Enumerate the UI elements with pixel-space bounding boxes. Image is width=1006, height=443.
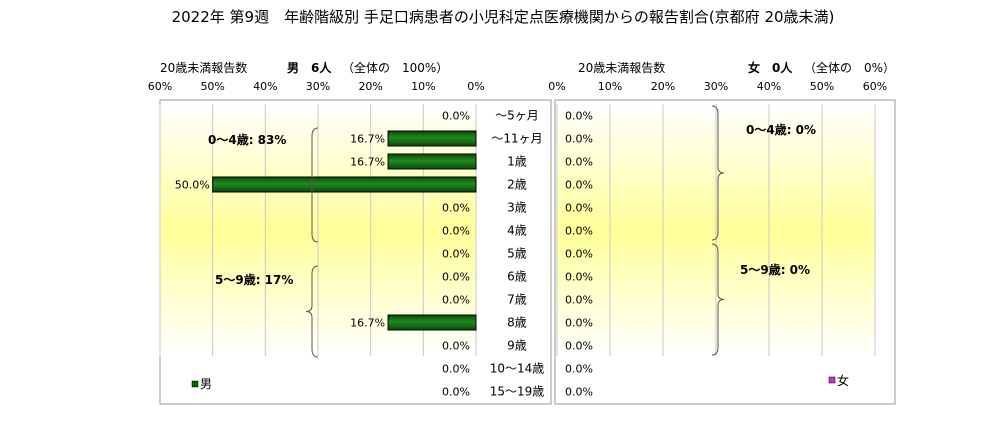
- left-header-total: （全体の 100%）: [342, 60, 448, 75]
- group-brace: [711, 105, 725, 241]
- left-x-tick-label: 30%: [306, 80, 330, 93]
- value-label-male: 16.7%: [350, 156, 385, 169]
- value-label-female: 0.0%: [565, 386, 593, 399]
- left-x-tick-label: 50%: [200, 80, 224, 93]
- left-x-tick-label: 0%: [467, 80, 484, 93]
- value-label-female: 0.0%: [565, 156, 593, 169]
- right-group-1-label: 5～9歳: 0%: [740, 262, 810, 277]
- value-label-female: 0.0%: [565, 202, 593, 215]
- bar-male: [387, 130, 477, 147]
- right-x-tick-label: 60%: [863, 80, 887, 93]
- right-x-tick-label: 20%: [651, 80, 675, 93]
- right-x-tick-label: 50%: [810, 80, 834, 93]
- category-label: ～5ヶ月: [495, 109, 539, 123]
- category-label: 7歳: [507, 293, 527, 307]
- bar-male: [387, 153, 477, 170]
- right-x-tick-label: 10%: [598, 80, 622, 93]
- right-header-count: 女 0人: [748, 60, 793, 75]
- left-x-tick-label: 10%: [411, 80, 435, 93]
- value-label-male: 0.0%: [442, 271, 470, 284]
- value-label-male: 0.0%: [442, 202, 470, 215]
- category-label: 6歳: [507, 270, 527, 284]
- right-x-tick-label: 40%: [757, 80, 781, 93]
- value-label-male: 0.0%: [442, 340, 470, 353]
- legend-male-label: 男: [200, 377, 212, 391]
- category-labels: ～5ヶ月 ～11ヶ月 1歳 2歳 3歳 4歳 5歳 6歳 7歳 8歳 9歳 10～14歳 15～19歳: [490, 109, 545, 399]
- left-x-tick-label: 60%: [148, 80, 172, 93]
- group-brace: [305, 127, 319, 243]
- category-label: ～11ヶ月: [491, 132, 542, 146]
- value-label-male: 16.7%: [350, 317, 385, 330]
- category-label: 2歳: [507, 178, 527, 192]
- value-label-female: 0.0%: [565, 294, 593, 307]
- category-label: 5歳: [507, 247, 527, 261]
- right-x-tick-label: 30%: [704, 80, 728, 93]
- category-label: 10～14歳: [490, 362, 545, 376]
- value-label-female: 0.0%: [565, 363, 593, 376]
- category-label: 15～19歳: [490, 385, 545, 399]
- category-label: 1歳: [507, 155, 527, 169]
- left-panel-male: 60% 50% 40% 30% 20% 10% 0% 0.0% 16.7% 16.7% 50.0% 0…: [148, 80, 485, 399]
- legend-female-label: 女: [837, 373, 849, 388]
- bar-male: [212, 176, 477, 193]
- group-brace: [711, 243, 725, 356]
- value-label-male: 0.0%: [442, 363, 470, 376]
- value-label-female: 0.0%: [565, 179, 593, 192]
- value-label-male: 0.0%: [442, 294, 470, 307]
- right-header-total: （全体の 0%）: [804, 60, 895, 75]
- legend-female-swatch: [828, 376, 836, 384]
- left-header-count: 男 6人: [287, 60, 332, 75]
- right-panel-female: 0% 10% 20% 30% 40% 50% 60% 0.0% 0.0% 0.0% 0.0% 0.0%…: [548, 80, 887, 399]
- left-group-1-label: 5～9歳: 17%: [215, 272, 293, 287]
- value-label-female: 0.0%: [565, 110, 593, 123]
- value-label-male: 16.7%: [350, 133, 385, 146]
- left-x-tick-label: 40%: [253, 80, 277, 93]
- group-brace: [305, 265, 319, 358]
- left-header-label: 20歳未満報告数: [160, 60, 247, 75]
- left-group-0-label: 0～4歳: 83%: [208, 132, 286, 147]
- value-label-male: 0.0%: [442, 110, 470, 123]
- value-label-female: 0.0%: [565, 340, 593, 353]
- category-label: 9歳: [507, 339, 527, 353]
- left-x-tick-label: 20%: [358, 80, 382, 93]
- bar-male: [387, 314, 477, 331]
- value-label-female: 0.0%: [565, 317, 593, 330]
- category-label: 8歳: [507, 316, 527, 330]
- right-x-tick-label: 0%: [548, 80, 565, 93]
- value-label-female: 0.0%: [565, 248, 593, 261]
- value-label-male: 0.0%: [442, 225, 470, 238]
- legend-male-swatch: [191, 380, 199, 388]
- value-label-male: 0.0%: [442, 248, 470, 261]
- right-header-label: 20歳未満報告数: [578, 60, 665, 75]
- chart-title: 2022年 第9週 年齢階級別 手足口病患者の小児科定点医療機関からの報告割合(…: [172, 8, 835, 26]
- category-label: 4歳: [507, 224, 527, 238]
- value-label-female: 0.0%: [565, 225, 593, 238]
- right-group-0-label: 0～4歳: 0%: [746, 122, 816, 137]
- value-label-male: 50.0%: [175, 179, 210, 192]
- value-label-female: 0.0%: [565, 271, 593, 284]
- value-label-male: 0.0%: [442, 386, 470, 399]
- value-label-female: 0.0%: [565, 133, 593, 146]
- category-label: 3歳: [507, 201, 527, 215]
